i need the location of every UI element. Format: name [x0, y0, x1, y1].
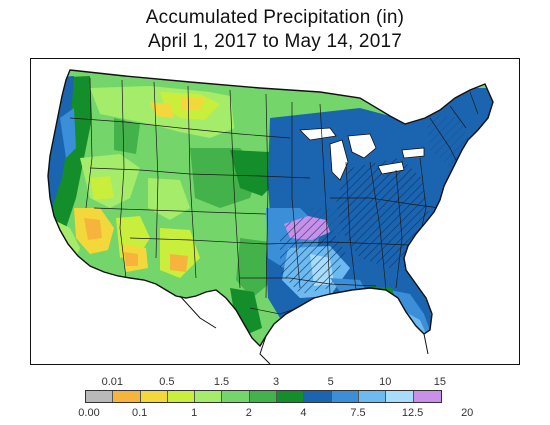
- map-date-range: April 1, 2017 to May 14, 2017: [147, 31, 402, 52]
- precipitation-map: [47, 69, 494, 365]
- legend-tick-upper: 1.5: [213, 376, 230, 388]
- legend-swatch: [167, 391, 196, 402]
- legend-swatch: [249, 391, 278, 402]
- legend-tick-lower: 20: [461, 407, 474, 419]
- legend-tick-lower: 2: [245, 407, 252, 419]
- legend-tick-upper: 15: [433, 376, 447, 388]
- legend-swatch: [413, 391, 441, 402]
- legend-swatch: [86, 391, 114, 402]
- legend-tick-lower: 12.5: [401, 407, 424, 419]
- legend-swatch: [195, 391, 223, 402]
- legend-swatch: [331, 391, 359, 402]
- legend-swatch: [277, 391, 305, 402]
- legend-tick-lower: 7.5: [350, 407, 366, 419]
- precipitation-legend: [85, 390, 442, 403]
- legend-tick-lower: 0.00: [78, 407, 100, 419]
- legend-swatch: [222, 391, 250, 402]
- legend-tick-upper: 3: [273, 376, 280, 388]
- map-title: Accumulated Precipitation (in): [145, 7, 405, 28]
- legend-tick-upper: 5: [327, 376, 334, 388]
- legend-tick-upper: 0.5: [159, 376, 175, 388]
- legend-tick-lower: 0.1: [131, 407, 148, 419]
- legend-swatch: [386, 391, 414, 402]
- legend-tick-upper: 10: [379, 376, 392, 388]
- legend-tick-lower: 1: [191, 407, 198, 419]
- legend-tick-upper: 0.01: [101, 376, 124, 388]
- legend-swatch: [304, 391, 332, 402]
- legend-swatch: [358, 391, 387, 402]
- legend-swatch: [140, 391, 168, 402]
- legend-swatch: [113, 391, 141, 402]
- legend-tick-lower: 4: [300, 407, 307, 419]
